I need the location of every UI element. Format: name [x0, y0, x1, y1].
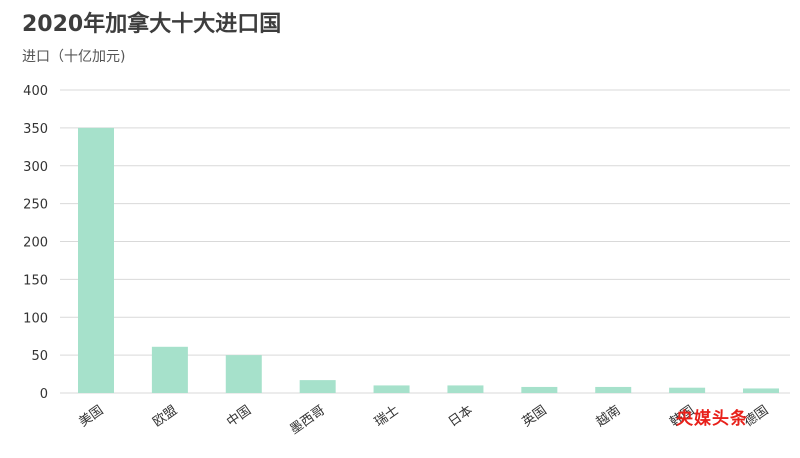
x-tick-label: 日本 — [446, 403, 476, 430]
y-axis-label: 进口（十亿加元) — [22, 49, 126, 65]
x-tick-label: 墨西哥 — [287, 403, 328, 438]
y-tick-label: 150 — [23, 273, 48, 288]
y-tick-label: 100 — [23, 311, 48, 326]
bar — [151, 346, 188, 393]
bar — [743, 388, 779, 393]
chart-title: 2020年加拿大十大进口国 — [22, 12, 282, 37]
x-tick-label: 越南 — [593, 402, 623, 430]
y-tick-label: 50 — [31, 349, 48, 364]
y-tick-label: 200 — [23, 236, 48, 251]
y-tick-label: 350 — [23, 122, 48, 137]
watermark-logo: 央媒头条 — [676, 409, 748, 429]
x-tick-label: 欧盟 — [150, 403, 180, 430]
x-tick-label: 瑞士 — [372, 403, 402, 430]
bar — [299, 380, 336, 393]
y-tick-label: 300 — [23, 160, 48, 175]
bar — [521, 386, 558, 393]
bar — [595, 386, 632, 393]
y-tick-labels: 0 50 100 150 200 250 300 350 400 — [23, 84, 48, 402]
bar — [669, 387, 706, 393]
bars — [78, 127, 779, 393]
y-tick-label: 0 — [40, 387, 48, 402]
gridlines — [60, 89, 790, 394]
bar — [373, 385, 410, 393]
y-tick-label: 250 — [23, 198, 48, 213]
x-tick-label: 美国 — [76, 403, 106, 430]
x-tick-labels: 美国 欧盟 中国 墨西哥 瑞士 日本 英国 越南 韩国 德国 — [76, 402, 771, 437]
bar — [447, 385, 484, 393]
y-tick-label: 400 — [23, 84, 48, 99]
bar — [225, 355, 262, 393]
bar — [78, 127, 114, 393]
x-tick-label: 英国 — [520, 403, 550, 430]
x-tick-label: 中国 — [224, 403, 254, 430]
